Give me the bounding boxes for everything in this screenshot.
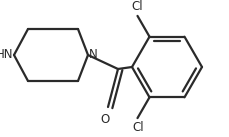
Text: N: N <box>89 48 97 62</box>
Text: O: O <box>100 113 109 126</box>
Text: HN: HN <box>0 48 13 62</box>
Text: Cl: Cl <box>132 121 144 134</box>
Text: Cl: Cl <box>131 0 143 13</box>
